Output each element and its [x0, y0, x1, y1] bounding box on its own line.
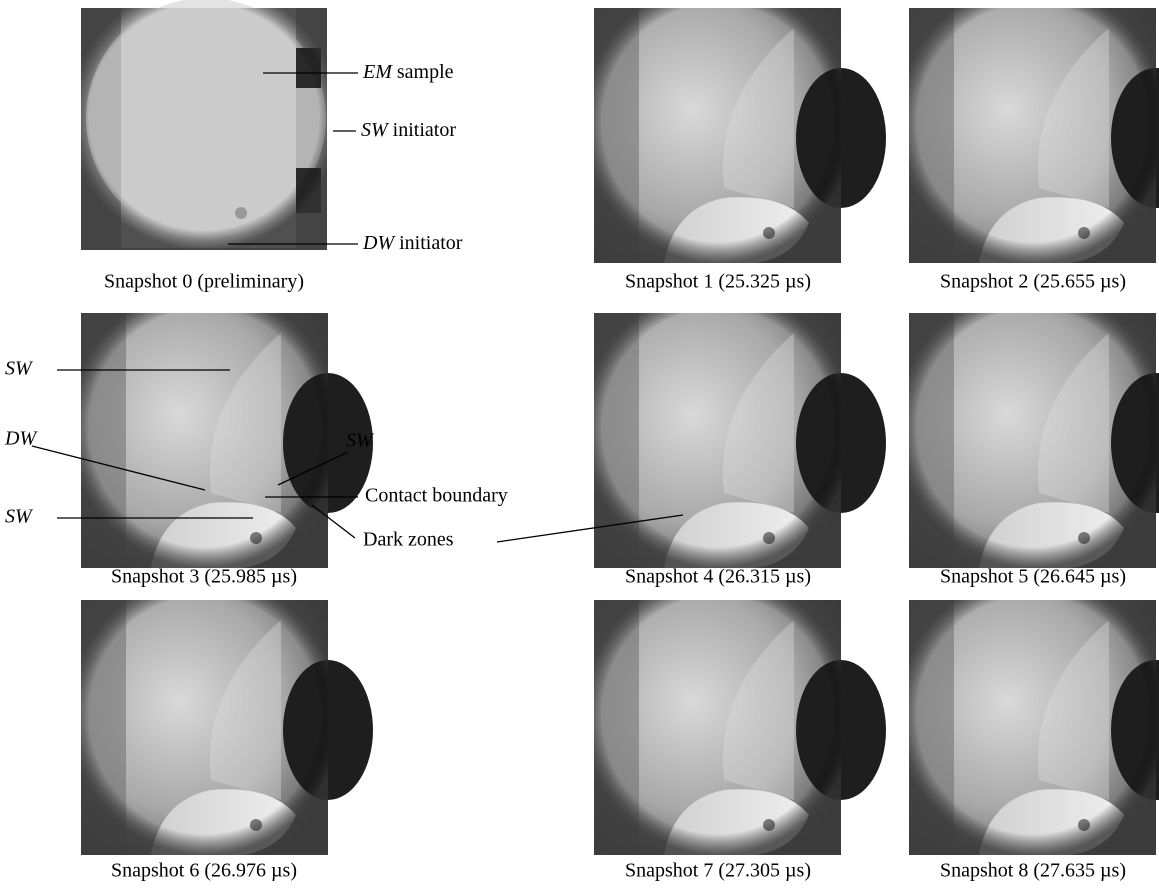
- snapshot-image: [81, 0, 327, 250]
- snapshot-image: [594, 313, 886, 568]
- annotation: Dark zones: [363, 529, 454, 551]
- caption: Snapshot 7 (27.305 µs): [625, 860, 811, 882]
- caption: Snapshot 4 (26.315 µs): [625, 566, 811, 588]
- annotation: SW: [346, 430, 375, 452]
- snapshot-image: [594, 8, 886, 263]
- annotation-text: initiator: [393, 119, 457, 141]
- annotation: Contact boundary: [365, 485, 508, 507]
- annotation: SW: [5, 506, 34, 528]
- caption: Snapshot 5 (26.645 µs): [940, 566, 1126, 588]
- annotation-text: sample: [397, 61, 454, 83]
- caption: Snapshot 0 (preliminary): [104, 271, 304, 293]
- annotation-italic: DW: [362, 232, 396, 254]
- caption: Snapshot 3 (25.985 µs): [111, 566, 297, 588]
- snapshot-image: [81, 313, 373, 568]
- figure: Snapshot 0 (preliminary) Snapshot 1 (25.…: [0, 0, 1159, 888]
- annotation-italic: EM: [362, 61, 393, 83]
- snapshot-images: [81, 0, 1159, 855]
- caption: Snapshot 8 (27.635 µs): [940, 860, 1126, 882]
- snapshot-image: [909, 8, 1159, 263]
- caption: Snapshot 6 (26.976 µs): [111, 860, 297, 882]
- snapshot-image: [594, 600, 886, 855]
- annotation-italic: SW: [361, 119, 390, 141]
- annotation-text: initiator: [399, 232, 463, 254]
- annotation: SW: [5, 358, 34, 380]
- snapshot-image: [909, 600, 1159, 855]
- caption: Snapshot 2 (25.655 µs): [940, 271, 1126, 293]
- annotation: DW: [4, 428, 38, 450]
- snapshot-image: [909, 313, 1159, 568]
- snapshot-image: [81, 600, 373, 855]
- caption: Snapshot 1 (25.325 µs): [625, 271, 811, 293]
